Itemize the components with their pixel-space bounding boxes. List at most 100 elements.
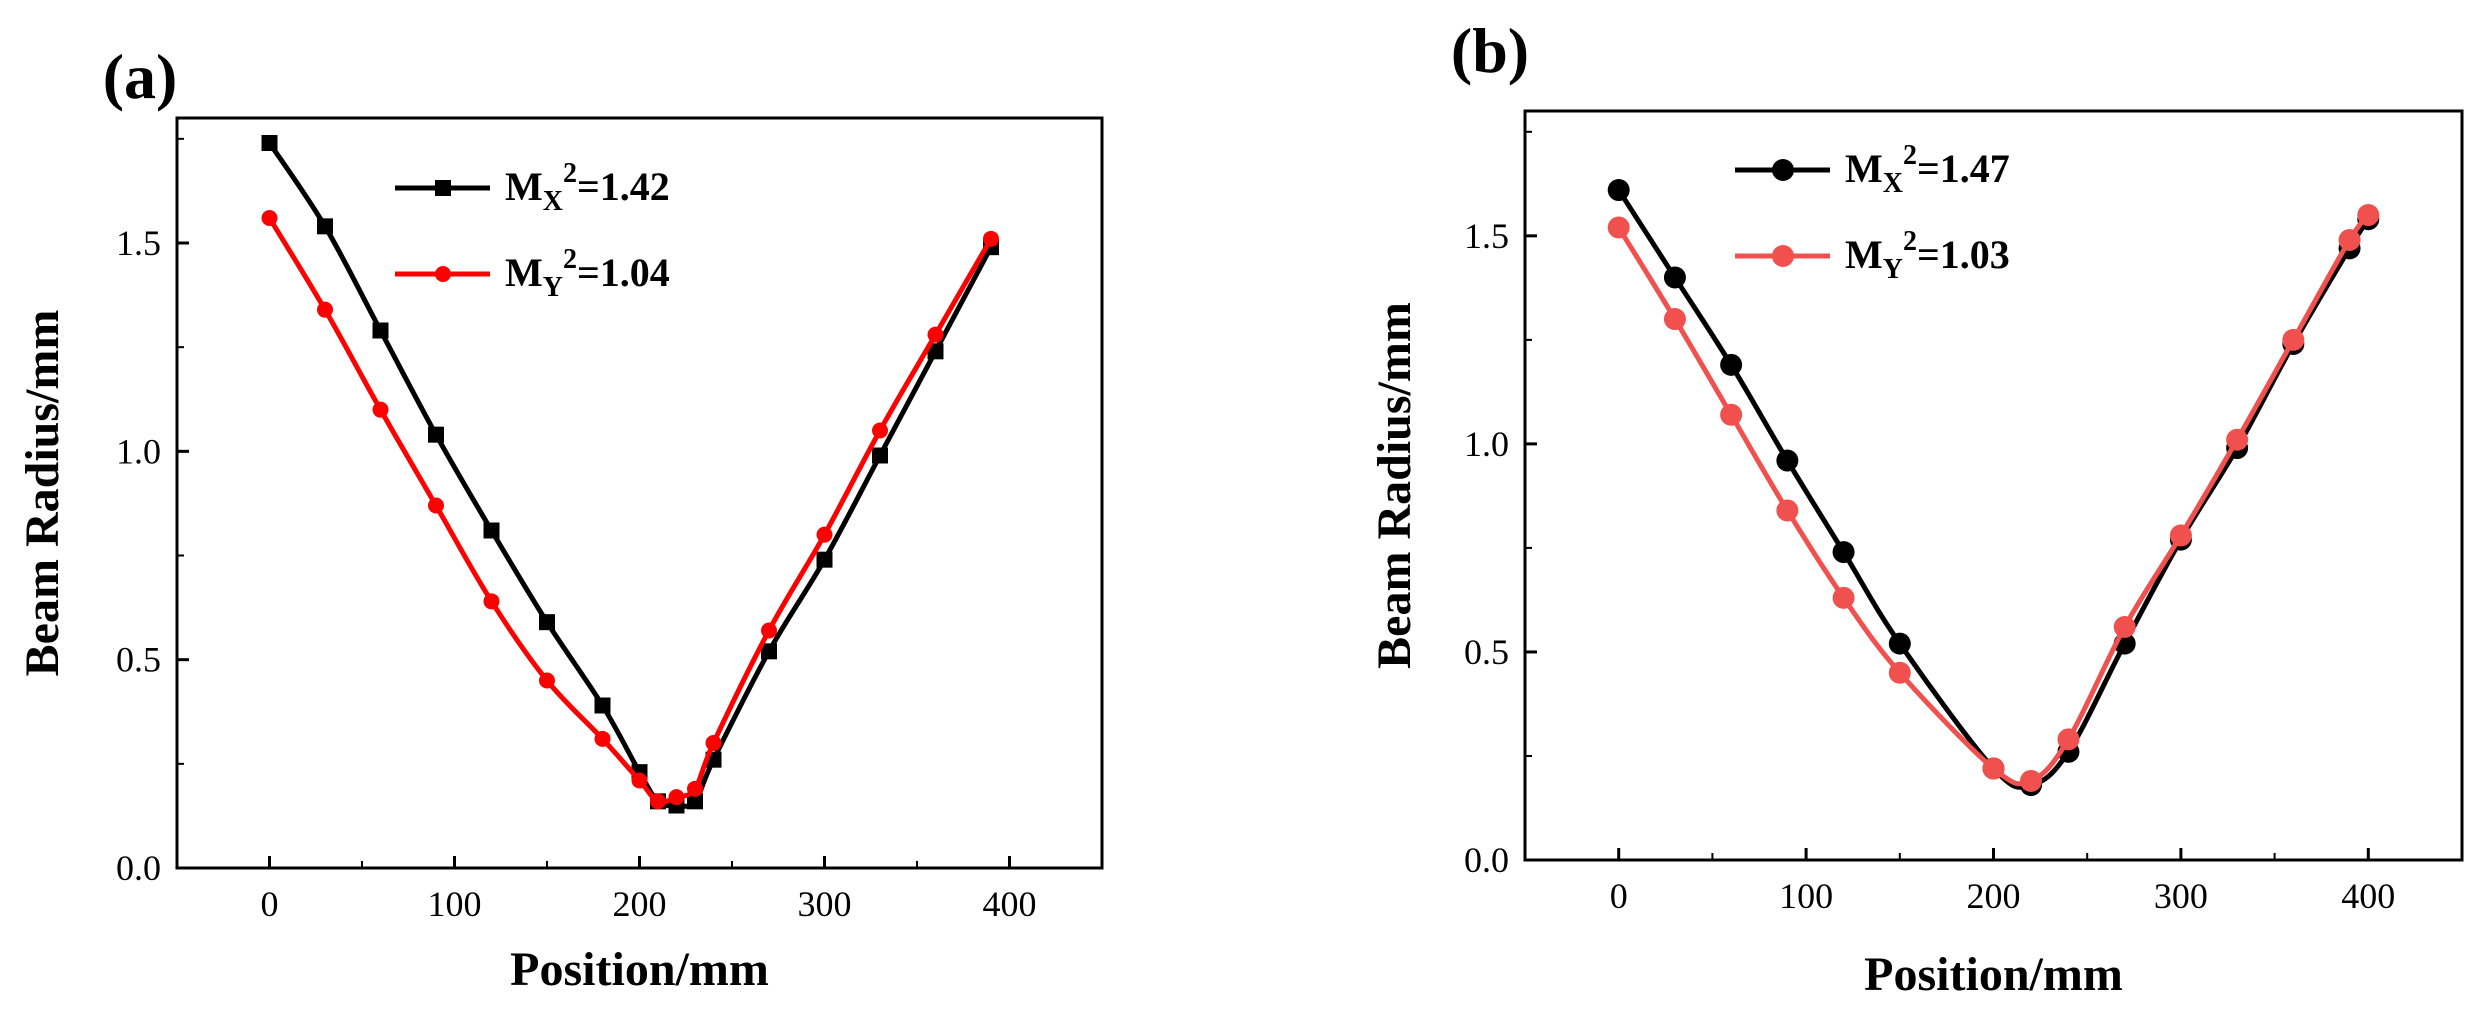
data-point <box>539 672 555 689</box>
data-point <box>1888 632 1911 655</box>
y-tick-label: 1.0 <box>116 431 161 471</box>
x-tick-label: 300 <box>798 884 852 924</box>
data-point <box>1776 449 1799 472</box>
legend-label-rest: =1.42 <box>577 164 670 209</box>
data-point <box>1982 757 2005 780</box>
legend-label-sup: 2 <box>563 158 577 189</box>
data-point <box>2226 428 2249 451</box>
data-point <box>687 780 703 797</box>
data-point <box>631 772 648 789</box>
legend-label-rest: =1.04 <box>577 250 670 295</box>
data-point <box>2019 769 2042 792</box>
legend-marker <box>435 180 451 196</box>
series-1: MY2=1.03 <box>1607 204 2380 792</box>
data-point <box>483 593 500 610</box>
x-tick-label: 400 <box>2341 876 2395 916</box>
y-axis-title: Beam Radius/mm <box>16 310 69 677</box>
series-line <box>1616 188 2371 790</box>
legend-marker <box>1772 245 1794 267</box>
legend-label-rest: =1.47 <box>1917 146 2010 191</box>
series-0: MX2=1.42 <box>261 135 999 814</box>
legend-marker <box>1772 159 1794 181</box>
data-point <box>1663 308 1686 331</box>
data-point <box>927 343 944 360</box>
data-point <box>983 230 999 247</box>
data-point <box>594 730 611 747</box>
data-point <box>872 422 888 439</box>
legend-label-sub: Y <box>543 272 563 303</box>
data-point <box>668 789 685 806</box>
y-axis-title: Beam Radius/mm <box>1368 302 1421 669</box>
data-point <box>261 210 278 226</box>
data-point <box>2338 228 2361 251</box>
data-point <box>1607 216 1630 239</box>
y-tick-label: 1.5 <box>1464 216 1509 256</box>
series-line <box>267 216 994 805</box>
legend-marker <box>435 266 451 282</box>
panel-b: (b) 0 100 200 300 400 0.0 0.5 1.0 1.5 Position/mm B… <box>1368 15 2464 1001</box>
data-point <box>927 326 944 343</box>
data-point <box>594 697 611 714</box>
legend-label: MY2=1.03 <box>1845 226 2010 285</box>
data-point <box>1832 541 1855 564</box>
data-point <box>372 322 389 339</box>
legend-label-rest: =1.03 <box>1917 232 2010 277</box>
data-point <box>2357 204 2380 227</box>
data-point <box>483 522 500 539</box>
y-tick-label: 0.5 <box>116 640 161 680</box>
legend-label: MY2=1.04 <box>505 244 670 303</box>
x-tick-label: 300 <box>2154 876 2208 916</box>
data-point <box>1888 661 1911 684</box>
plot-frame <box>1523 109 2464 862</box>
data-point <box>705 735 722 751</box>
y-tick-label: 1.0 <box>1464 424 1509 464</box>
legend-label-base: M <box>505 250 543 295</box>
legend-label-sub: X <box>1883 168 1903 199</box>
data-point <box>2169 524 2192 547</box>
data-point <box>816 551 833 568</box>
data-point <box>1720 353 1743 376</box>
data-point <box>539 614 555 631</box>
data-point <box>428 426 444 443</box>
x-axis-title: Position/mm <box>510 943 769 996</box>
legend-label-sup: 2 <box>1903 226 1917 257</box>
x-tick-label: 400 <box>983 884 1037 924</box>
x-tick-label: 200 <box>613 884 667 924</box>
y-tick-label: 0.5 <box>1464 632 1509 672</box>
data-point <box>650 793 666 810</box>
panel-label: (a) <box>103 41 178 112</box>
data-point <box>687 793 703 810</box>
plot-frame <box>175 116 1104 870</box>
data-point <box>317 301 333 318</box>
data-point <box>2057 728 2080 751</box>
legend-label: MX2=1.42 <box>505 158 670 217</box>
panel-a: (a) 0 100 200 300 400 0.0 0.5 1.0 1.5 Position/mm B… <box>16 41 1104 996</box>
legend-label-sup: 2 <box>563 244 577 275</box>
legend-label-base: M <box>1845 146 1883 191</box>
x-axis-title: Position/mm <box>1864 948 2123 1001</box>
data-point <box>317 218 333 235</box>
data-point <box>816 526 833 543</box>
data-point <box>428 497 444 514</box>
legend-label-sub: Y <box>1883 254 1903 285</box>
legend-label-sup: 2 <box>1903 140 1917 171</box>
series-1: MY2=1.04 <box>261 210 999 810</box>
legend-label-sub: X <box>543 186 563 217</box>
x-tick-label: 100 <box>1779 876 1833 916</box>
data-point <box>872 447 888 464</box>
y-tick-label: 0.0 <box>1464 840 1509 880</box>
x-tick-label: 200 <box>1967 876 2021 916</box>
data-point <box>1663 266 1686 289</box>
data-point <box>261 135 278 151</box>
series-line <box>1616 213 2371 787</box>
data-point <box>761 643 777 660</box>
data-point <box>761 622 777 639</box>
data-point <box>1776 499 1799 522</box>
y-tick-label: 1.5 <box>116 223 161 263</box>
data-point <box>372 401 389 418</box>
x-tick-label: 0 <box>1610 876 1628 916</box>
series-line <box>267 141 994 809</box>
legend-label-base: M <box>505 164 543 209</box>
data-point <box>1607 179 1630 202</box>
